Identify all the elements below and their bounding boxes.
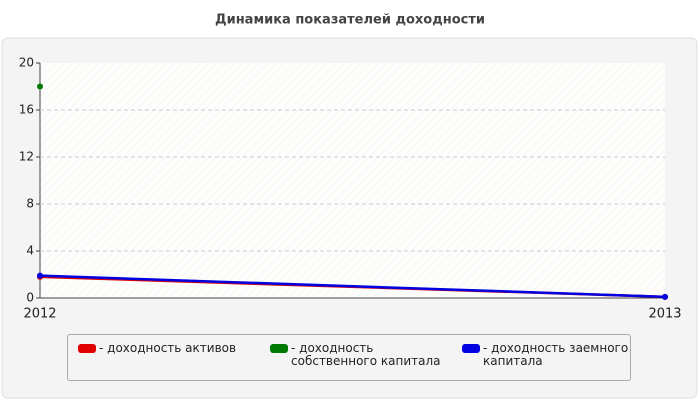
- x-tick-label: 2013: [648, 307, 681, 322]
- y-tick-label: 4: [26, 244, 34, 258]
- legend-item: - доходность заемного капитала: [462, 342, 643, 368]
- legend-swatch: [270, 344, 288, 353]
- legend-swatch: [78, 344, 96, 353]
- legend-item: - доходность активов: [78, 342, 259, 355]
- legend-swatch: [462, 344, 480, 353]
- legend-label: - доходность заемного капитала: [483, 341, 629, 368]
- legend: - доходность активов - доходность собстве…: [67, 334, 631, 381]
- y-tick-label: 12: [19, 150, 34, 164]
- point: [662, 293, 668, 300]
- point: [37, 272, 43, 279]
- y-tick-label: 0: [26, 291, 34, 305]
- series-line: [39, 274, 666, 299]
- point: [37, 83, 43, 90]
- legend-label: - доходность собственного капитала: [291, 341, 441, 368]
- y-tick-label: 20: [19, 56, 34, 70]
- plot-area: [40, 63, 665, 298]
- legend-item: - доходность собственного капитала: [270, 342, 451, 368]
- x-tick-label: 2012: [23, 307, 56, 322]
- legend-label: - доходность активов: [99, 341, 237, 355]
- y-tick-label: 8: [26, 197, 34, 211]
- chart-title: Динамика показателей доходности: [215, 13, 485, 28]
- y-tick-label: 16: [19, 103, 34, 117]
